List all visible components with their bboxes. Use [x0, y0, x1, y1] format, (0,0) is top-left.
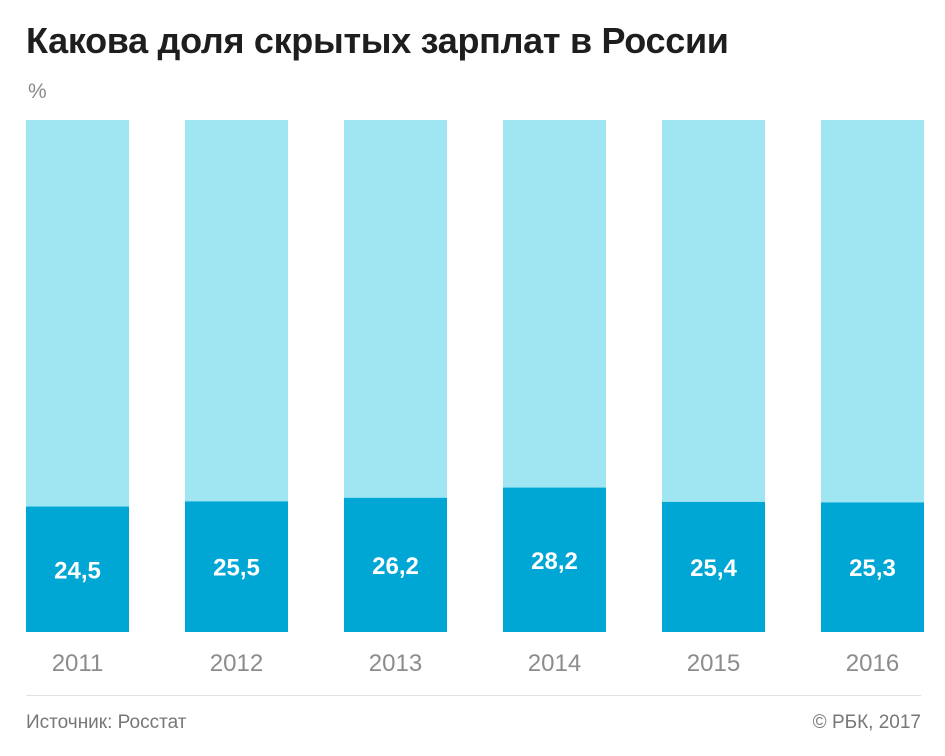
x-tick-2015: 2015	[687, 650, 740, 677]
value-label-2016: 25,3	[849, 555, 896, 582]
value-labels-group: 24,5 25,5 26,2 28,2 25,4 25,3	[54, 548, 896, 584]
x-tick-2013: 2013	[369, 650, 422, 677]
bar-value-2015	[662, 501, 765, 632]
bar-value-2014	[503, 487, 606, 632]
year-labels-group: 2011 2012 2013 2014 2015 2016	[52, 650, 900, 677]
x-tick-2016: 2016	[846, 650, 899, 677]
value-label-2011: 24,5	[54, 557, 101, 584]
value-label-2015: 25,4	[690, 555, 737, 582]
footer-divider	[26, 695, 921, 696]
x-tick-2011: 2011	[52, 650, 104, 677]
bar-chart: 24,5 25,5 26,2 28,2 25,4 25,3 2011 2012 2013 201…	[26, 120, 924, 677]
value-label-2014: 28,2	[531, 548, 578, 575]
bar-value-2013	[344, 497, 447, 632]
chart-title: Какова доля скрытых зарплат в России	[26, 20, 729, 61]
bar-value-2012	[185, 501, 288, 632]
bars-group	[26, 120, 924, 632]
unit-label: %	[28, 80, 47, 103]
x-tick-2014: 2014	[528, 650, 581, 677]
value-label-2013: 26,2	[372, 553, 419, 580]
copyright-note: © РБК, 2017	[812, 712, 921, 733]
bar-value-2016	[821, 502, 924, 632]
value-label-2012: 25,5	[213, 555, 260, 582]
x-tick-2012: 2012	[210, 650, 263, 677]
source-note: Источник: Росстат	[26, 712, 187, 733]
bar-value-2011	[26, 506, 129, 632]
